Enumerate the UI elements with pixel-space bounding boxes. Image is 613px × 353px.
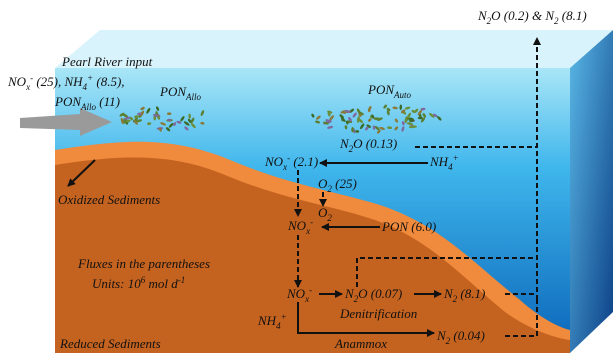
label-part: (8.1) — [457, 286, 485, 301]
label-part: 4 — [448, 162, 453, 172]
label-part: O (0.13) — [353, 136, 397, 151]
label-part: (25) — [332, 176, 357, 191]
label-part: (25), NH — [33, 74, 83, 89]
label-part: - — [310, 217, 313, 227]
label: Denitrification — [339, 306, 417, 321]
label-part: (8.1) — [559, 8, 587, 23]
label: Reduced Sediments — [59, 336, 161, 351]
label-part: (2.1) — [290, 154, 318, 169]
label: Units: 106 mol d-1 — [92, 275, 185, 291]
label-part: PON (6.0) — [381, 219, 436, 234]
label-part: x — [25, 82, 30, 92]
label-part: (0.04) — [450, 328, 485, 343]
label-part: Auto — [393, 90, 411, 100]
diagram: N2O (0.2) & N2 (8.1)Pearl River inputNOx… — [0, 0, 613, 353]
label-part: (11) — [96, 94, 120, 109]
label: Oxidized Sediments — [58, 192, 160, 207]
label-part: x — [304, 294, 309, 304]
label-part: Allo — [185, 92, 201, 102]
label-part: x — [282, 162, 287, 172]
label-part: (8.5), — [93, 74, 124, 89]
label-part: 4 — [276, 321, 281, 331]
label-part: - — [309, 285, 312, 295]
label: PON (6.0) — [381, 219, 436, 234]
label-part: NO — [286, 286, 306, 301]
label-part: PON — [159, 84, 187, 99]
label: Pearl River input — [61, 54, 153, 69]
label-part: Reduced Sediments — [59, 336, 161, 351]
label-part: Oxidized Sediments — [58, 192, 160, 207]
label-part: NH — [429, 154, 449, 169]
label-part: Pearl River input — [61, 54, 153, 69]
label-part: NO — [287, 218, 307, 233]
label-part: NO — [7, 74, 27, 89]
label-part: Denitrification — [339, 306, 417, 321]
label-part: O (0.07) — [358, 286, 402, 301]
label-part: 4 — [83, 82, 88, 92]
label-part: PON — [54, 94, 82, 109]
water-side — [570, 30, 613, 353]
label-part: Fluxes in the parentheses — [77, 256, 210, 271]
label-part: 2 — [327, 213, 332, 223]
label-part: + — [281, 312, 287, 322]
label: Anammox — [334, 336, 387, 351]
label: Fluxes in the parentheses — [77, 256, 210, 271]
particle — [167, 112, 171, 115]
label-part: + — [453, 153, 459, 163]
label-part: -1 — [178, 275, 186, 285]
label-part: Allo — [80, 102, 96, 112]
label-part: NO — [264, 154, 284, 169]
label-part: x — [305, 226, 310, 236]
label-part: O (0.2) & N — [491, 8, 555, 23]
label-part: Anammox — [334, 336, 387, 351]
label-part: PON — [367, 82, 395, 97]
label: N2O (0.2) & N2 (8.1) — [477, 8, 587, 26]
label-part: NH — [257, 313, 277, 328]
label-part: mol d — [145, 276, 178, 291]
label-part: Units: 10 — [92, 276, 141, 291]
